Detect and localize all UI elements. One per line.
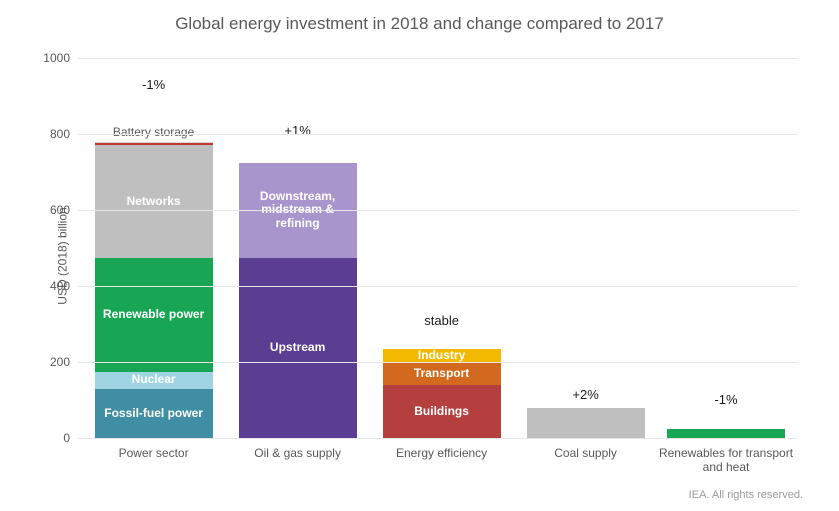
x-tick-label: Power sector xyxy=(84,438,224,460)
bars-area: -1%Fossil-fuel powerNuclearRenewable pow… xyxy=(78,58,798,438)
y-tick-label: 600 xyxy=(50,203,78,217)
bar-segment[interactable]: Upstream xyxy=(239,258,357,439)
x-tick-label: Oil & gas supply xyxy=(228,438,368,460)
bar-segment[interactable] xyxy=(527,408,645,438)
x-tick-label: Renewables for transport and heat xyxy=(656,438,796,475)
bar-segment[interactable]: Buildings xyxy=(383,385,501,438)
y-tick-label: 400 xyxy=(50,279,78,293)
x-tick-label: Energy efficiency xyxy=(372,438,512,460)
segment-label: Upstream xyxy=(268,341,327,354)
bar-segment[interactable]: Industry xyxy=(383,349,501,362)
segment-label: Transport xyxy=(412,367,471,380)
segment-label: Buildings xyxy=(412,405,471,418)
x-tick-label: Coal supply xyxy=(516,438,656,460)
segment-label: Industry xyxy=(416,349,467,362)
grid-line xyxy=(78,210,798,211)
grid-line xyxy=(78,58,798,59)
y-tick-label: 0 xyxy=(63,431,78,445)
bar-column xyxy=(667,58,785,438)
chart-title: Global energy investment in 2018 and cha… xyxy=(0,0,839,40)
plot-area: -1%Fossil-fuel powerNuclearRenewable pow… xyxy=(78,58,798,438)
bar-segment[interactable]: Nuclear xyxy=(95,372,213,389)
segment-label: Networks xyxy=(125,195,183,208)
bar-column: Buildings Transport Industry xyxy=(383,58,501,438)
segment-label: Renewable power xyxy=(101,308,206,321)
bar-segment[interactable] xyxy=(95,142,213,146)
bar-segment[interactable]: Fossil-fuel power xyxy=(95,389,213,438)
segment-accent xyxy=(95,143,213,145)
bar-column: UpstreamDownstream, midstream & refining xyxy=(239,58,357,438)
bar-column: Fossil-fuel power Nuclear Renewable power N… xyxy=(95,58,213,438)
bar-segment[interactable]: Renewable power xyxy=(95,258,213,372)
bar-segment[interactable]: Transport xyxy=(383,362,501,385)
y-tick-label: 200 xyxy=(50,355,78,369)
bar-segment[interactable]: Networks xyxy=(95,145,213,257)
segment-label: Nuclear xyxy=(130,373,178,386)
grid-line xyxy=(78,286,798,287)
bar-column xyxy=(527,58,645,438)
segment-label: Fossil-fuel power xyxy=(102,407,205,420)
y-tick-label: 1000 xyxy=(43,51,78,65)
grid-line xyxy=(78,362,798,363)
grid-line xyxy=(78,134,798,135)
y-tick-label: 800 xyxy=(50,127,78,141)
bar-segment[interactable] xyxy=(667,429,785,439)
chart-footer: IEA. All rights reserved. xyxy=(689,489,803,501)
